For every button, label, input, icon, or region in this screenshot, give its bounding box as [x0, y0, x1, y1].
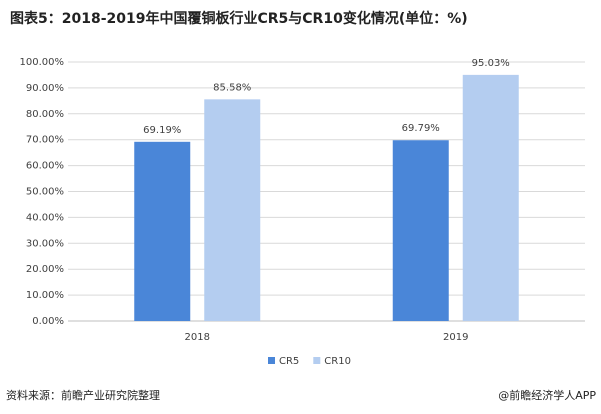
y-tick-label: 30.00%	[26, 238, 64, 249]
y-tick-label: 10.00%	[26, 290, 64, 301]
bar	[462, 74, 519, 321]
bar	[134, 141, 191, 321]
bar	[204, 99, 261, 321]
value-label: 69.79%	[402, 123, 440, 134]
legend-label: CR10	[324, 356, 351, 367]
y-tick-label: 50.00%	[26, 187, 64, 198]
legend-swatch	[313, 357, 321, 364]
y-tick-label: 70.00%	[26, 135, 64, 146]
y-tick-label: 100.00%	[20, 57, 65, 68]
y-tick-label: 0.00%	[32, 316, 64, 327]
credit: @前瞻经济学人APP	[498, 388, 596, 402]
value-label: 85.58%	[213, 82, 251, 93]
y-tick-label: 80.00%	[26, 109, 64, 120]
y-tick-label: 60.00%	[26, 161, 64, 172]
chart-title: 图表5：2018-2019年中国覆铜板行业CR5与CR10变化情况(单位：%)	[10, 10, 468, 27]
y-tick-label: 40.00%	[26, 212, 64, 223]
x-tick-label: 2019	[443, 332, 468, 343]
y-tick-label: 90.00%	[26, 83, 64, 94]
legend-swatch	[268, 357, 275, 364]
x-tick-label: 2018	[185, 332, 210, 343]
value-label: 95.03%	[472, 58, 510, 69]
source-note: 资料来源：前瞻产业研究院整理	[6, 388, 160, 402]
bar	[392, 140, 449, 321]
y-tick-label: 20.00%	[26, 264, 64, 275]
legend-label: CR5	[279, 356, 299, 367]
value-label: 69.19%	[143, 125, 181, 136]
